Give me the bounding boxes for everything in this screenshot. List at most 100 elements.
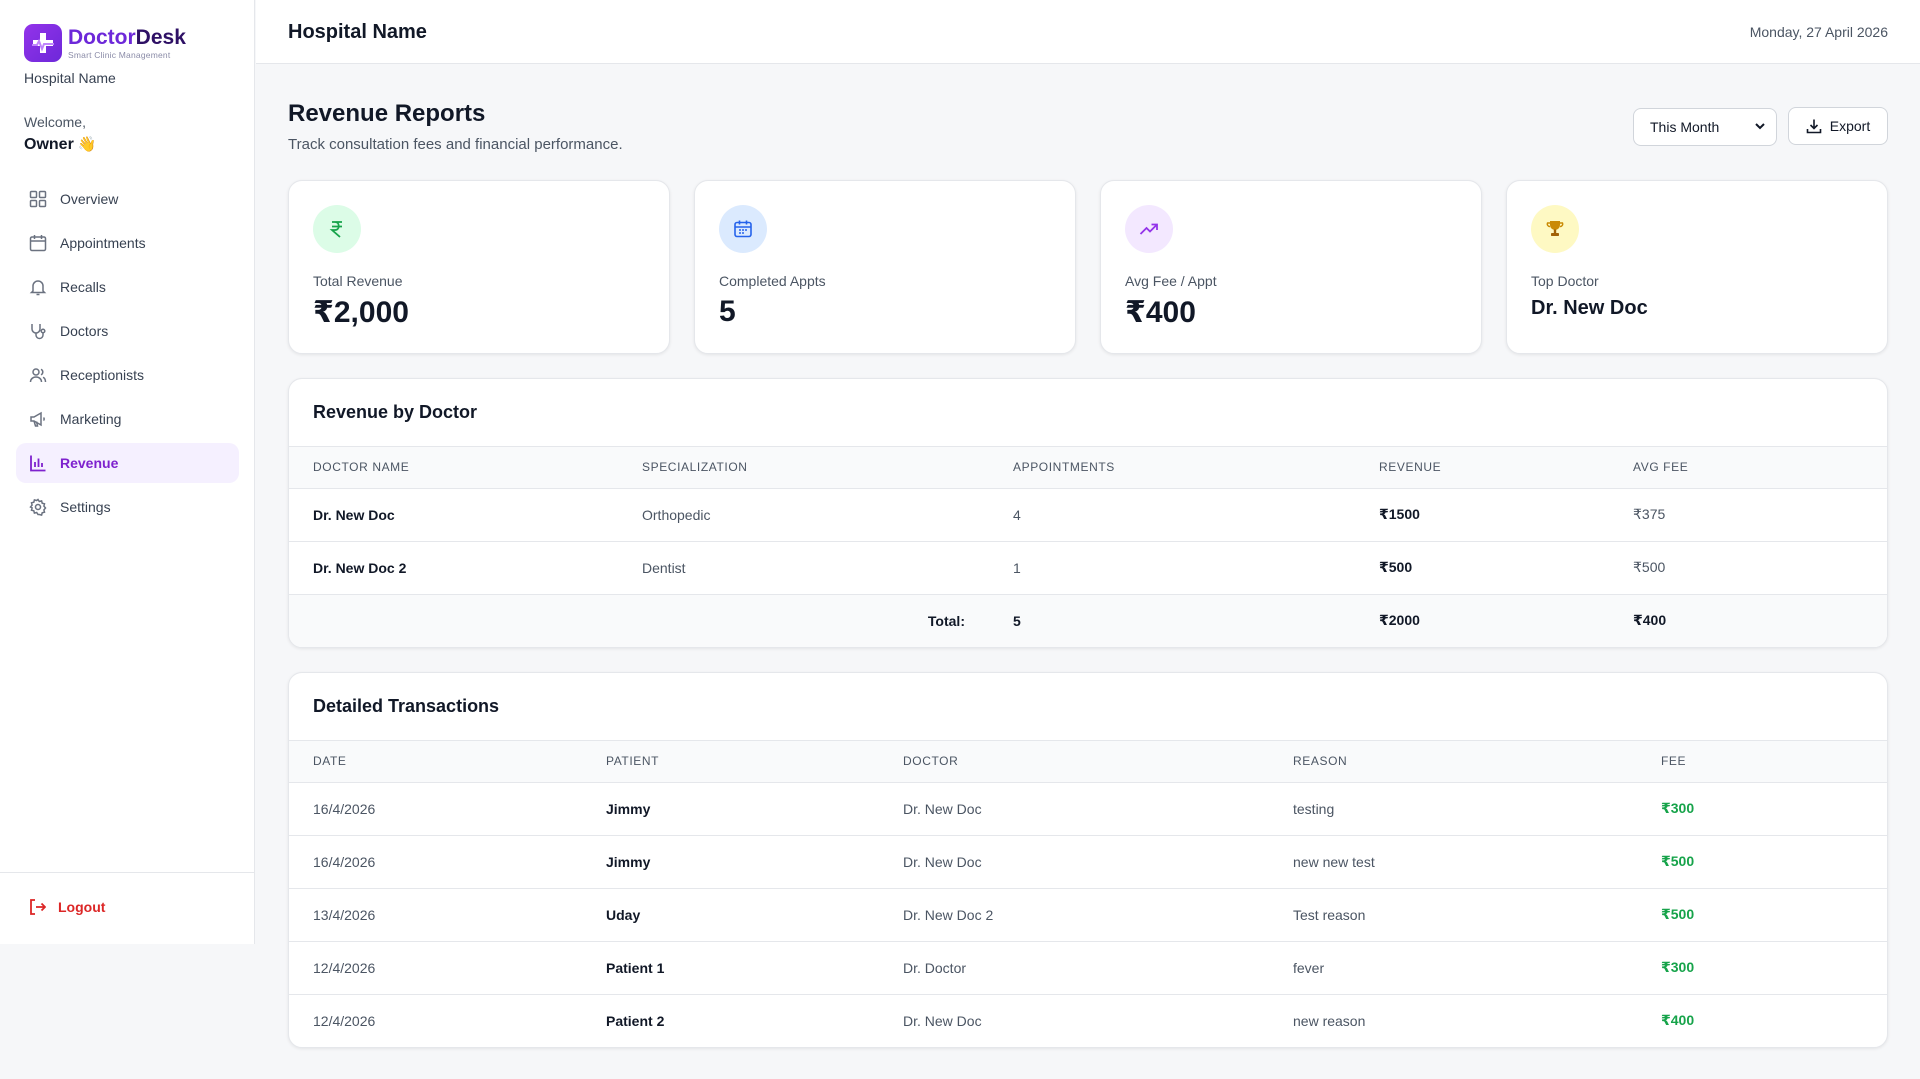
column-header[interactable]: FEE (1661, 741, 1887, 783)
transactions-table: DATE PATIENT DOCTOR REASON FEE 16/4/2026… (289, 741, 1887, 1047)
total-spacer (289, 594, 642, 647)
sidebar-item-label: Marketing (60, 411, 122, 427)
column-header[interactable]: SPECIALIZATION (642, 447, 1013, 489)
user-name: Owner 👋 (24, 136, 97, 153)
column-header[interactable]: REVENUE (1379, 447, 1633, 489)
txn-patient: Jimmy (606, 782, 903, 836)
sidebar-item-receptionists[interactable]: Receptionists (16, 355, 239, 395)
revenue-by-doctor-table: DOCTOR NAME SPECIALIZATION APPOINTMENTS … (289, 447, 1887, 647)
stat-value: Dr. New Doc (1531, 297, 1648, 319)
calendar-icon (28, 233, 48, 253)
avg-fee: ₹375 (1633, 488, 1887, 542)
table-row[interactable]: 16/4/2026 Jimmy Dr. New Doc new new test… (289, 835, 1887, 889)
txn-fee: ₹400 (1661, 1012, 1695, 1029)
revenue: ₹1500 (1379, 488, 1633, 542)
sidebar-item-overview[interactable]: Overview (16, 179, 239, 219)
txn-doctor: Dr. New Doc 2 (903, 888, 1293, 942)
txn-patient: Patient 1 (606, 941, 903, 995)
stat-card-avg-fee: Avg Fee / Appt ₹400 (1100, 180, 1482, 354)
bar-chart-icon (28, 453, 48, 473)
table-row[interactable]: Dr. New Doc 2 Dentist 1 ₹500 ₹500 (289, 541, 1887, 595)
page-subtitle: Track consultation fees and financial pe… (288, 136, 623, 153)
column-header[interactable]: PATIENT (606, 741, 903, 783)
txn-date: 12/4/2026 (289, 941, 606, 995)
sidebar-item-label: Recalls (60, 279, 106, 295)
top-bar: Hospital Name Monday, 27 April 2026 (256, 0, 1920, 64)
total-row: Total: 5 ₹2000 ₹400 (289, 594, 1887, 647)
grid-icon (28, 189, 48, 209)
txn-date: 16/4/2026 (289, 835, 606, 889)
txn-fee: ₹500 (1661, 888, 1887, 942)
sidebar-item-marketing[interactable]: Marketing (16, 399, 239, 439)
stats-row: Total Revenue ₹2,000 Completed Appts 5 A… (288, 180, 1888, 354)
table-row[interactable]: 12/4/2026 Patient 1 Dr. Doctor fever ₹30… (289, 941, 1887, 995)
sidebar-item-label: Appointments (60, 235, 146, 251)
stat-label: Avg Fee / Appt (1125, 273, 1217, 289)
rupee-icon (313, 205, 361, 253)
column-header[interactable]: DOCTOR NAME (289, 447, 642, 489)
revenue: ₹500 (1379, 541, 1633, 595)
bell-icon (28, 277, 48, 297)
sidebar-item-appointments[interactable]: Appointments (16, 223, 239, 263)
megaphone-icon (28, 409, 48, 429)
sidebar-divider (0, 872, 255, 873)
sidebar-item-revenue[interactable]: Revenue (16, 443, 239, 483)
txn-date: 12/4/2026 (313, 1012, 376, 1029)
sidebar-item-label: Receptionists (60, 367, 145, 383)
table-row[interactable]: 13/4/2026 Uday Dr. New Doc 2 Test reason… (289, 888, 1887, 942)
export-button[interactable]: Export (1788, 107, 1888, 145)
current-date: Monday, 27 April 2026 (1749, 24, 1888, 40)
calendar-icon (719, 205, 767, 253)
txn-patient: Patient 2 (606, 1012, 665, 1029)
stat-card-total-revenue: Total Revenue ₹2,000 (288, 180, 670, 354)
txn-patient: Uday (606, 888, 903, 942)
total-label: Total: (642, 594, 1013, 647)
txn-patient: Jimmy (606, 835, 903, 889)
period-select-value: This Month (1650, 119, 1720, 135)
sidebar-item-label: Revenue (60, 455, 119, 471)
period-select[interactable]: This Month (1633, 108, 1777, 146)
column-header[interactable]: DATE (289, 741, 606, 783)
export-label: Export (1829, 118, 1871, 134)
appointments: 1 (1013, 541, 1379, 595)
txn-doctor: Dr. New Doc (903, 835, 1293, 889)
column-header[interactable]: AVG FEE (1633, 447, 1887, 489)
medical-cross-icon (24, 24, 62, 62)
stat-label: Total Revenue (313, 273, 403, 289)
brand-name: DoctorDesk (68, 25, 186, 49)
stat-card-completed-appts: Completed Appts 5 (694, 180, 1076, 354)
txn-fee: ₹300 (1661, 782, 1887, 836)
table-row[interactable]: 16/4/2026 Jimmy Dr. New Doc testing ₹300 (289, 782, 1887, 836)
txn-doctor: Dr. Doctor (903, 941, 1293, 995)
chevron-down-icon (1754, 119, 1766, 135)
sidebar-item-recalls[interactable]: Recalls (16, 267, 239, 307)
txn-fee: ₹300 (1661, 941, 1887, 995)
transactions-panel: Detailed Transactions DATE PATIENT DOCTO… (288, 672, 1888, 1048)
txn-date: 13/4/2026 (289, 888, 606, 942)
doctor-name: Dr. New Doc (289, 488, 642, 542)
sidebar-item-settings[interactable]: Settings (16, 487, 239, 527)
sidebar-item-label: Overview (60, 191, 119, 207)
txn-reason: new new test (1293, 835, 1661, 889)
gear-icon (28, 497, 48, 517)
txn-doctor: Dr. New Doc (903, 782, 1293, 836)
sidebar-hospital-name: Hospital Name (24, 70, 116, 86)
table-row[interactable]: 12/4/2026 Patient 2 Dr. New Doc new reas… (289, 994, 1887, 1047)
table-row[interactable]: Dr. New Doc Orthopedic 4 ₹1500 ₹375 (289, 488, 1887, 542)
logout-icon (28, 898, 46, 916)
revenue-by-doctor-panel: Revenue by Doctor DOCTOR NAME SPECIALIZA… (288, 378, 1888, 648)
total-appointments: 5 (1013, 594, 1379, 647)
column-header[interactable]: DOCTOR (903, 741, 1293, 783)
logout-button[interactable]: Logout (28, 898, 105, 916)
sidebar-nav: Overview Appointments Recalls Doctors Re… (16, 179, 239, 531)
brand-logo[interactable]: DoctorDesk Smart Clinic Management (24, 24, 186, 62)
sidebar-item-label: Doctors (60, 323, 109, 339)
column-header[interactable]: APPOINTMENTS (1013, 447, 1379, 489)
stat-label: Top Doctor (1531, 273, 1599, 289)
stat-card-top-doctor: Top Doctor Dr. New Doc (1506, 180, 1888, 354)
sidebar-item-doctors[interactable]: Doctors (16, 311, 239, 351)
total-revenue: ₹2000 (1379, 594, 1633, 647)
column-header[interactable]: REASON (1293, 741, 1661, 783)
txn-reason: fever (1293, 941, 1661, 995)
download-icon (1806, 118, 1822, 134)
